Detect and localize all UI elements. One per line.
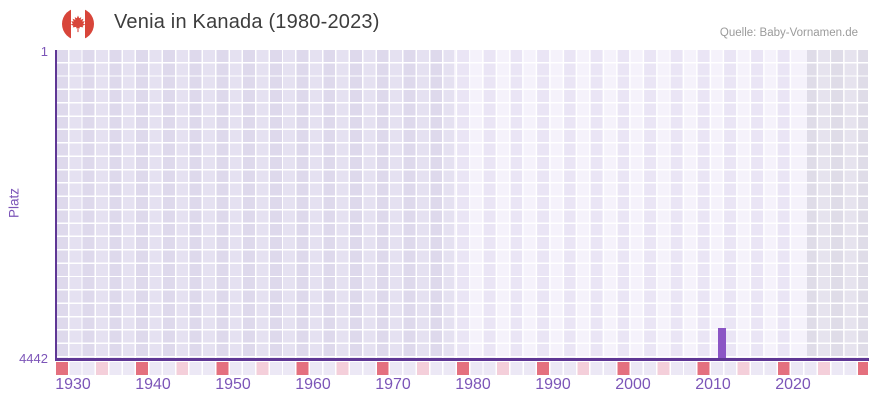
source-credit: Quelle: Baby-Vornamen.de xyxy=(719,27,858,39)
x-axis-line xyxy=(55,358,869,361)
y-axis-label: Platz xyxy=(6,187,22,219)
x-axis-tick-1930: 1930 xyxy=(55,376,91,393)
x-axis-tick-1950: 1950 xyxy=(215,376,251,393)
x-axis-tick-1960: 1960 xyxy=(295,376,331,393)
x-axis-tick-2020: 2020 xyxy=(775,376,811,393)
grid-band-1980-2023 xyxy=(454,50,807,360)
rank-bar-2012[interactable] xyxy=(718,328,726,360)
y-axis-tick-bottom: 4442 xyxy=(19,351,48,366)
decade-marker-strip xyxy=(56,362,868,375)
x-axis-tick-1940: 1940 xyxy=(135,376,171,393)
x-axis-tick-1990: 1990 xyxy=(535,376,571,393)
grid-band-post-2023 xyxy=(807,50,868,360)
chart-title: Venia in Kanada (1980-2023) xyxy=(114,11,380,33)
x-axis: 1930 1940 1950 1960 1970 1980 1990 2000 … xyxy=(0,376,873,396)
grid-band-pre-1980 xyxy=(56,50,454,360)
plot-area xyxy=(56,50,868,360)
y-axis-line xyxy=(55,50,57,360)
maple-leaf-icon xyxy=(70,15,86,33)
canada-flag-icon xyxy=(62,8,94,40)
x-axis-tick-1980: 1980 xyxy=(455,376,491,393)
x-axis-tick-2000: 2000 xyxy=(615,376,651,393)
x-axis-tick-1970: 1970 xyxy=(375,376,411,393)
y-axis-tick-top: 1 xyxy=(40,44,48,59)
x-axis-tick-2010: 2010 xyxy=(695,376,731,393)
